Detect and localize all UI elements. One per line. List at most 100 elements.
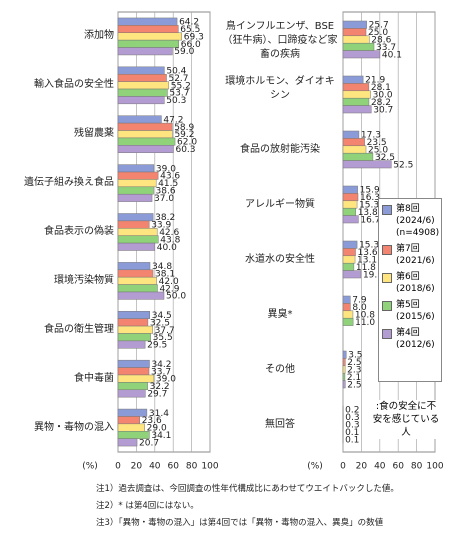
bar xyxy=(117,73,167,82)
value-label: 16.3 xyxy=(360,193,380,203)
bar xyxy=(342,105,372,114)
value-label: 2.5 xyxy=(347,358,361,368)
value-label: 34.5 xyxy=(152,311,172,321)
x-tick-label: 20 xyxy=(356,462,368,472)
bar xyxy=(117,171,159,180)
value-label: 21.9 xyxy=(365,76,385,86)
bar xyxy=(342,160,392,169)
x-tick-label: 60 xyxy=(392,462,404,472)
category-label: その他 xyxy=(265,363,295,375)
value-label: 50.0 xyxy=(166,292,186,302)
bar xyxy=(342,350,347,359)
value-label: 17.3 xyxy=(361,131,381,141)
value-label: 0.3 xyxy=(345,421,359,431)
value-label: 50.3 xyxy=(166,96,186,106)
bar xyxy=(117,359,150,368)
bar xyxy=(342,303,351,312)
bar xyxy=(342,28,367,37)
bar xyxy=(342,42,375,51)
legend: 第8回 (2024/6) (n=4908) 第7回 (2021/6) 第6回 (2018/6… xyxy=(378,198,442,382)
bar xyxy=(117,193,153,202)
legend-text: 第7回 (2021/6) xyxy=(396,243,435,267)
note: 注3）「異物・毒物の混入」は第4回では「異物・毒物の混入、異臭」の数値 xyxy=(96,518,384,528)
legend-swatch xyxy=(382,301,392,311)
bar xyxy=(117,438,138,447)
value-label: 47.2 xyxy=(163,115,183,125)
bar xyxy=(342,270,362,279)
value-label: 29.0 xyxy=(147,424,167,434)
bar xyxy=(117,130,173,139)
value-label: 2.3 xyxy=(347,366,361,376)
value-label: 2.5 xyxy=(347,380,361,390)
value-label: 52.7 xyxy=(168,74,188,84)
x-axis-label: (%) xyxy=(307,462,323,472)
bar xyxy=(117,25,179,33)
bar xyxy=(117,318,149,327)
value-label: 2.1 xyxy=(347,373,361,383)
bar xyxy=(117,374,155,383)
bar xyxy=(117,382,148,391)
bar xyxy=(117,88,168,97)
bar xyxy=(117,96,165,105)
value-label: 30.7 xyxy=(373,105,393,115)
value-label: 59.0 xyxy=(174,47,194,57)
x-tick-label: 40 xyxy=(149,462,161,472)
category-label: 異臭* xyxy=(267,308,293,320)
category-label: 食品表示の偽装 xyxy=(44,226,114,237)
value-label: 32.5 xyxy=(375,153,395,163)
value-label: 60.3 xyxy=(175,145,195,155)
value-label: 13.1 xyxy=(357,256,377,266)
value-label: 0.3 xyxy=(345,413,359,423)
value-label: 20.7 xyxy=(139,438,159,448)
value-label: 53.7 xyxy=(169,89,189,99)
x-tick-label: 0 xyxy=(340,462,346,472)
bar xyxy=(342,35,370,44)
value-label: 64.2 xyxy=(179,18,199,28)
value-label: 28.6 xyxy=(371,36,391,46)
legend-period: (2012/6) xyxy=(396,340,435,350)
bar xyxy=(342,20,367,29)
bar xyxy=(342,50,381,59)
legend-item: 第7回 (2021/6) xyxy=(382,243,441,267)
legend-period: (2024/6) xyxy=(396,216,435,226)
legend-name: 第7回 xyxy=(396,244,420,254)
x-tick-label: 100 xyxy=(201,462,218,472)
category-label: 添加物 xyxy=(84,30,114,42)
value-label: 65.5 xyxy=(180,25,200,35)
bar xyxy=(117,389,146,398)
value-label: 39.0 xyxy=(156,375,176,385)
category-label: 食品の衛生管理 xyxy=(44,323,114,335)
value-label: 11.8 xyxy=(356,263,376,273)
category-label: 鳥インフルエンザ、BSE（狂牛病）、口蹄疫など家畜の疾病 xyxy=(222,20,338,60)
bar xyxy=(117,340,146,349)
bar xyxy=(342,207,356,216)
bar xyxy=(117,284,158,293)
value-label: 8.0 xyxy=(352,303,367,313)
bar xyxy=(117,39,179,48)
value-label: 13.8 xyxy=(358,208,378,218)
bar xyxy=(342,248,356,257)
bar xyxy=(117,228,158,236)
bar xyxy=(117,311,150,319)
bar xyxy=(117,213,154,222)
category-label: 環境汚染物質 xyxy=(54,274,114,286)
bar xyxy=(342,372,346,381)
value-label: 40.0 xyxy=(157,243,177,253)
value-label: 29.7 xyxy=(147,389,167,399)
bar xyxy=(342,83,370,92)
legend-text: 第5回 (2015/6) xyxy=(396,299,435,323)
bar xyxy=(117,333,151,342)
value-label: 16.7 xyxy=(360,215,380,225)
value-label: 40.1 xyxy=(382,50,402,60)
category-label: 輸入食品の安全性 xyxy=(34,79,114,91)
bar xyxy=(342,295,351,304)
value-label: 50.4 xyxy=(166,67,186,77)
bar xyxy=(117,145,174,153)
value-label: 42.6 xyxy=(159,228,179,238)
legend-name: 第6回 xyxy=(396,272,420,282)
bar xyxy=(117,325,153,334)
value-label: 25.0 xyxy=(368,28,388,38)
bar xyxy=(342,262,355,271)
bar xyxy=(117,66,165,75)
value-label: 66.0 xyxy=(181,40,201,50)
